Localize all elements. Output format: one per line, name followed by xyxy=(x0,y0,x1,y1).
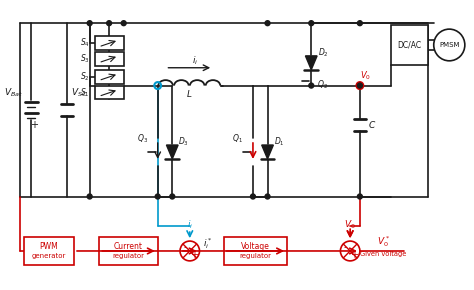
Circle shape xyxy=(107,21,111,26)
Text: $V_0^*$: $V_0^*$ xyxy=(377,234,390,249)
Text: L: L xyxy=(186,90,191,99)
Bar xyxy=(100,237,158,265)
Circle shape xyxy=(251,194,255,199)
Text: C: C xyxy=(368,121,374,130)
Circle shape xyxy=(121,21,126,26)
Text: PWM: PWM xyxy=(39,242,58,251)
Circle shape xyxy=(357,194,362,199)
Text: $i_i$: $i_i$ xyxy=(187,219,193,231)
Text: $Q_2$: $Q_2$ xyxy=(318,78,328,91)
Circle shape xyxy=(265,21,270,26)
Bar xyxy=(94,52,124,66)
Circle shape xyxy=(357,21,362,26)
Text: $V_0$: $V_0$ xyxy=(344,219,356,231)
Polygon shape xyxy=(262,145,273,159)
Circle shape xyxy=(265,194,270,199)
Bar xyxy=(94,70,124,84)
Text: $i_i^*$: $i_i^*$ xyxy=(202,235,212,251)
Text: Given voltage: Given voltage xyxy=(360,251,406,257)
Text: regulator: regulator xyxy=(112,253,145,259)
Bar xyxy=(224,237,287,265)
Text: +: + xyxy=(350,250,358,260)
Text: generator: generator xyxy=(32,253,66,259)
Text: $D_1$: $D_1$ xyxy=(274,136,284,148)
Text: -: - xyxy=(183,242,187,252)
Text: DC/AC: DC/AC xyxy=(397,41,421,50)
Text: $S_3$: $S_3$ xyxy=(80,52,90,65)
Text: $Q_1$: $Q_1$ xyxy=(232,133,243,145)
Text: $D_2$: $D_2$ xyxy=(318,47,328,59)
Text: regulator: regulator xyxy=(239,253,271,259)
Circle shape xyxy=(309,83,314,88)
Circle shape xyxy=(155,194,160,199)
Bar xyxy=(94,36,124,50)
Bar xyxy=(24,237,74,265)
Text: $V_{Bat}$: $V_{Bat}$ xyxy=(4,86,23,99)
Text: $D_3$: $D_3$ xyxy=(179,136,190,148)
Text: $S_4$: $S_4$ xyxy=(80,37,90,49)
Circle shape xyxy=(87,21,92,26)
Text: $S_1$: $S_1$ xyxy=(80,86,90,99)
Text: Current: Current xyxy=(114,242,143,251)
Text: PMSM: PMSM xyxy=(439,42,459,48)
Polygon shape xyxy=(166,145,178,159)
Text: Voltage: Voltage xyxy=(240,242,269,251)
Bar xyxy=(391,25,428,65)
Circle shape xyxy=(309,21,314,26)
Text: -: - xyxy=(344,242,347,252)
Text: $V_{SC}$: $V_{SC}$ xyxy=(71,86,87,99)
Circle shape xyxy=(357,83,362,88)
Text: +: + xyxy=(30,120,38,130)
Bar xyxy=(94,86,124,99)
Text: $V_0$: $V_0$ xyxy=(360,69,371,82)
Text: +: + xyxy=(190,250,198,260)
Circle shape xyxy=(87,194,92,199)
Text: $S_2$: $S_2$ xyxy=(80,70,90,83)
Polygon shape xyxy=(305,56,317,70)
Text: $Q_3$: $Q_3$ xyxy=(137,133,148,145)
Text: $i_i$: $i_i$ xyxy=(191,55,198,67)
Circle shape xyxy=(170,194,175,199)
